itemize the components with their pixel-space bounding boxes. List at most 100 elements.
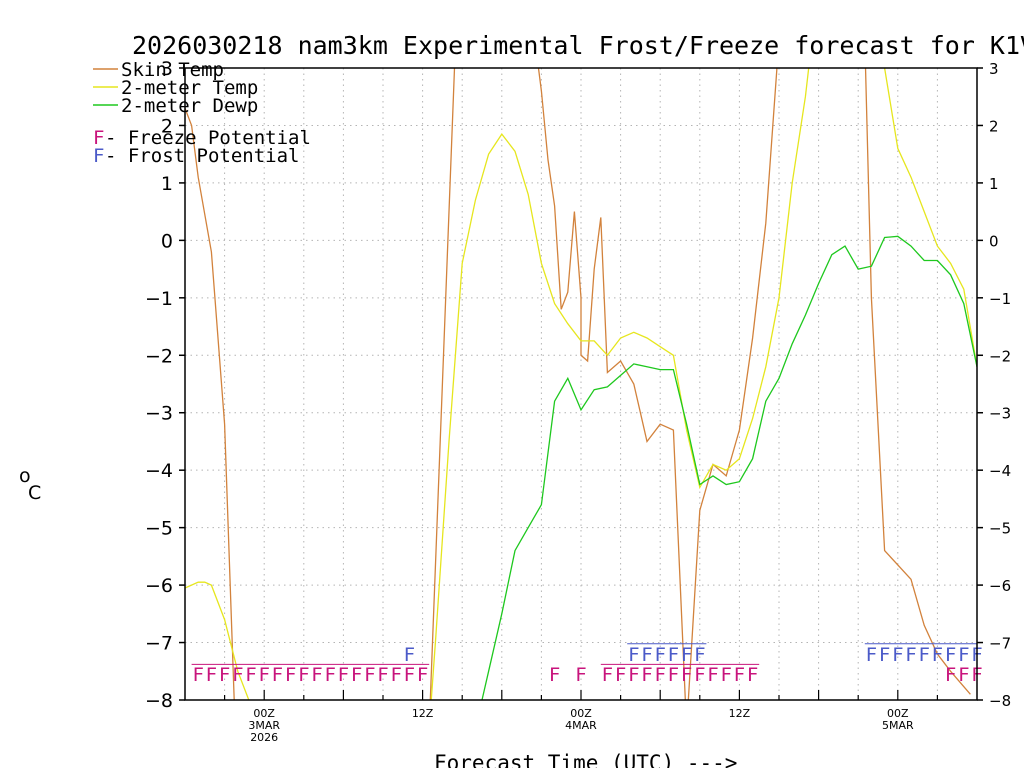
legend-label: 2-meter Dewp	[121, 95, 258, 117]
x-tick-label: 00Z	[570, 707, 592, 720]
freeze-mark: F	[575, 664, 586, 686]
freeze-mark: F	[245, 664, 256, 686]
freeze-mark: F	[272, 664, 283, 686]
frost-mark: F	[404, 644, 415, 666]
freeze-mark: F	[232, 664, 243, 686]
y-tick-label-left: 2	[161, 115, 173, 137]
freeze-mark: F	[417, 664, 428, 686]
freeze-mark: F	[404, 664, 415, 686]
freeze-mark: F	[668, 664, 679, 686]
freeze-mark: F	[390, 664, 401, 686]
freeze-mark: F	[219, 664, 230, 686]
y-tick-label-right: −5	[989, 520, 1011, 538]
y-tick-label-right: −7	[989, 635, 1011, 653]
freeze-mark: F	[192, 664, 203, 686]
freeze-mark: F	[311, 664, 322, 686]
frost-mark: F	[945, 644, 956, 666]
series-line-skin-temp	[185, 68, 971, 700]
x-tick-label: 00Z	[887, 707, 909, 720]
frost-mark: F	[668, 644, 679, 666]
y-tick-label-left: 0	[161, 230, 173, 252]
freeze-mark: F	[364, 664, 375, 686]
y-tick-label-right: −2	[989, 347, 1011, 365]
freeze-mark: F	[945, 664, 956, 686]
x-axis-title: Forecast Time (UTC) --->	[434, 751, 737, 768]
series-line-2-meter-dewp	[481, 235, 977, 700]
freeze-mark: F	[615, 664, 626, 686]
chart-title: 2026030218 nam3km Experimental Frost/Fre…	[132, 31, 1024, 60]
series-lines	[185, 68, 977, 700]
legend-label: Skin Temp	[121, 59, 224, 81]
y-tick-label-left: 1	[161, 173, 173, 195]
x-tick-label: 00Z	[253, 707, 275, 720]
y-tick-label-right: 3	[989, 60, 999, 78]
y-tick-label-right: −1	[989, 290, 1011, 308]
y-tick-label-right: −3	[989, 405, 1011, 423]
freeze-mark: F	[324, 664, 335, 686]
x-tick-label: 4MAR	[565, 719, 597, 732]
freeze-mark: F	[351, 664, 362, 686]
y-axis: 3 3 2 2 1 1 0 0 −1 −1 −2 −2 −3 −3 −4 −4 −5 −5 −6 −6 −7 −7 −8 −8	[145, 58, 1011, 712]
frost-mark: F	[654, 644, 665, 666]
freeze-mark: F	[298, 664, 309, 686]
y-tick-label-left: −3	[145, 403, 173, 425]
frost-mark: F	[932, 644, 943, 666]
y-tick-label-right: −4	[989, 462, 1011, 480]
freeze-mark: F	[285, 664, 296, 686]
y-tick-label-right: 1	[989, 175, 999, 193]
legend-label: 2-meter Temp	[121, 77, 258, 99]
frost-mark: F	[628, 644, 639, 666]
y-tick-label-right: 2	[989, 117, 999, 135]
freeze-mark: F	[958, 664, 969, 686]
freeze-mark: F	[206, 664, 217, 686]
freeze-mark: F	[720, 664, 731, 686]
x-tick-label: 5MAR	[882, 719, 914, 732]
y-tick-label-left: 3	[161, 58, 173, 80]
freeze-mark: F	[694, 664, 705, 686]
x-tick-label: 3MAR	[248, 719, 280, 732]
y-tick-label-right: −8	[989, 692, 1011, 710]
legend-potential-letter: F	[93, 127, 104, 149]
y-tick-label-left: −2	[145, 345, 173, 367]
y-tick-label-left: −5	[145, 518, 173, 540]
freeze-mark: F	[707, 664, 718, 686]
frost-mark: F	[879, 644, 890, 666]
y-tick-label-left: −7	[145, 633, 173, 655]
legend-potential-label: - Frost Potential	[105, 145, 299, 167]
y-tick-label-left: −4	[145, 460, 173, 482]
legend-potential-letter: F	[93, 145, 104, 167]
potential-marks: F F F F F F F F F F F F F F F F F F F F F F F F F F F F F F F F F F FF F F F F…	[191, 643, 983, 686]
freeze-mark: F	[549, 664, 560, 686]
freeze-mark: F	[681, 664, 692, 686]
freeze-mark: F	[654, 664, 665, 686]
frost-mark: F	[958, 644, 969, 666]
frost-mark: F	[641, 644, 652, 666]
series-line-2-meter-temp	[185, 68, 977, 700]
y-axis-unit-degree: o	[19, 465, 31, 487]
frost-mark: F	[905, 644, 916, 666]
freeze-mark: F	[734, 664, 745, 686]
frost-mark: F	[694, 644, 705, 666]
freeze-mark: F	[377, 664, 388, 686]
x-tick-label: 2026	[250, 731, 278, 744]
y-tick-label-right: −6	[989, 577, 1011, 595]
frost-mark: F	[866, 644, 877, 666]
freeze-mark: F	[258, 664, 269, 686]
y-tick-label-left: −1	[145, 288, 173, 310]
frost-mark: F	[892, 644, 903, 666]
frost-mark: F	[918, 644, 929, 666]
legend-potential-label: - Freeze Potential	[105, 127, 311, 149]
freeze-mark: F	[338, 664, 349, 686]
y-tick-label-left: −6	[145, 575, 173, 597]
y-tick-label-right: 0	[989, 232, 999, 250]
x-tick-label: 12Z	[729, 707, 751, 720]
frost-mark: F	[681, 644, 692, 666]
x-tick-label: 12Z	[412, 707, 434, 720]
y-tick-label-left: −8	[145, 690, 173, 712]
freeze-mark: F	[602, 664, 613, 686]
freeze-mark: F	[641, 664, 652, 686]
y-axis-unit-label: C	[28, 482, 41, 504]
